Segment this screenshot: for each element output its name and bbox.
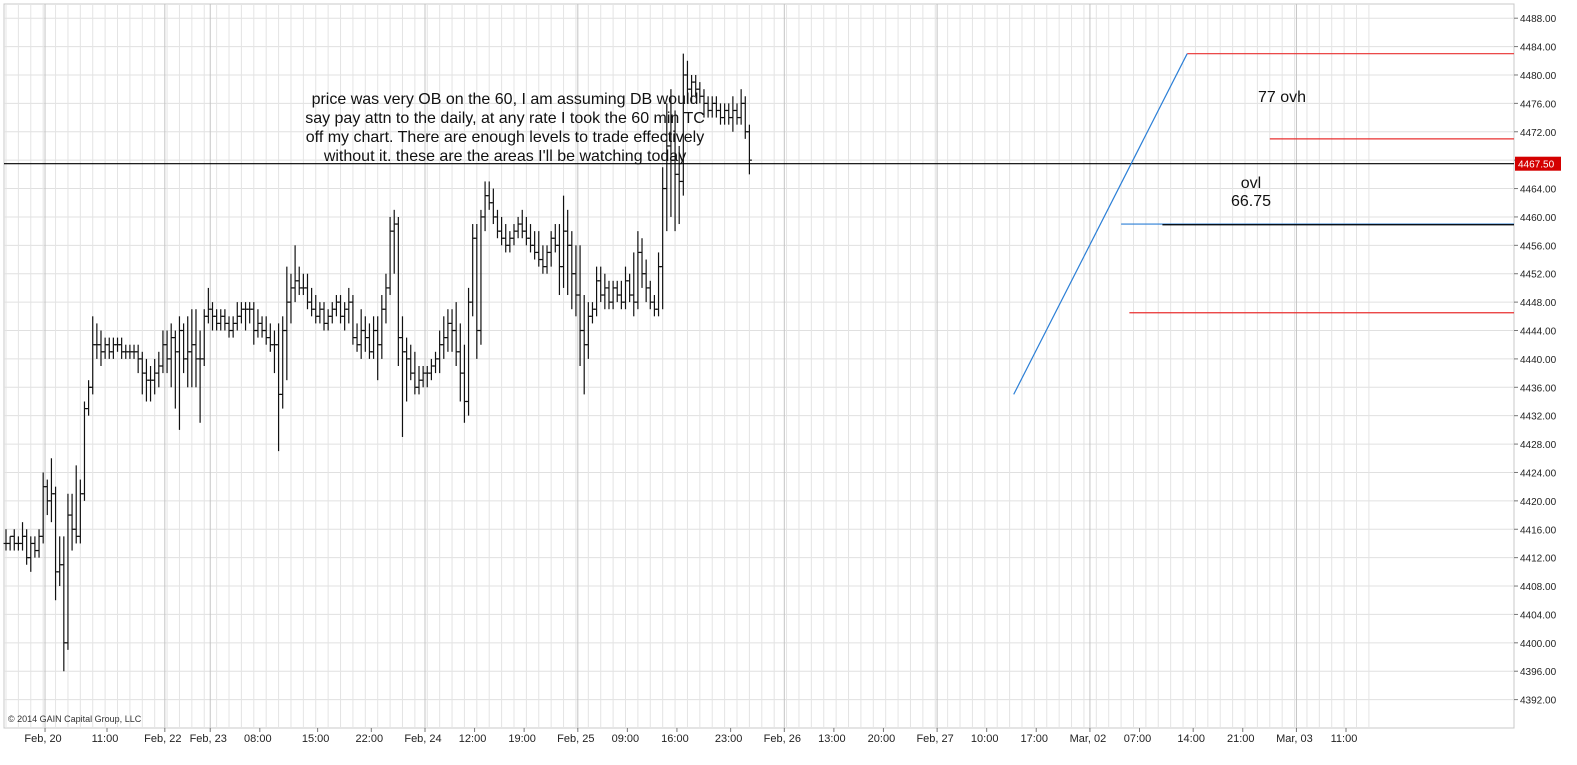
- x-tick-label: Feb, 24: [404, 733, 441, 745]
- annotation-line: say pay attn to the daily, at any rate I…: [305, 110, 705, 127]
- annotation-ovl: ovl 66.75: [1226, 175, 1276, 211]
- annotation-ovl-label: ovl: [1240, 175, 1262, 192]
- x-tick-label: Feb, 23: [190, 733, 227, 745]
- y-tick-label: 4392.00: [1520, 696, 1557, 707]
- x-tick-label: Feb, 20: [24, 733, 61, 745]
- y-tick-label: 4440.00: [1520, 355, 1557, 366]
- x-tick-label: 20:00: [868, 733, 896, 745]
- x-tick-label: 12:00: [459, 733, 487, 745]
- y-tick-label: 4460.00: [1520, 213, 1557, 224]
- current-price-label: 4467.50: [1518, 160, 1555, 171]
- y-tick-label: 4420.00: [1520, 497, 1557, 508]
- copyright-text: © 2014 GAIN Capital Group, LLC: [8, 714, 142, 724]
- ohlc-bar: [746, 124, 752, 175]
- x-tick-label: Feb, 25: [557, 733, 594, 745]
- y-tick-label: 4436.00: [1520, 383, 1557, 394]
- x-tick-label: Mar, 03: [1276, 733, 1313, 745]
- x-tick-label: 11:00: [92, 733, 119, 745]
- y-tick-label: 4452.00: [1520, 270, 1557, 281]
- y-tick-label: 4488.00: [1520, 14, 1557, 25]
- y-tick-label: 4428.00: [1520, 440, 1557, 451]
- y-tick-label: 4400.00: [1520, 639, 1557, 650]
- x-tick-label: 08:00: [244, 733, 272, 745]
- x-tick-label: Mar, 02: [1070, 733, 1107, 745]
- current-price-badge: [1515, 156, 1561, 171]
- y-tick-label: 4456.00: [1520, 241, 1557, 252]
- y-tick-label: 4416.00: [1520, 525, 1557, 536]
- x-tick-label: 17:00: [1020, 733, 1048, 745]
- x-tick-label: 13:00: [818, 733, 846, 745]
- x-tick-label: 22:00: [356, 733, 384, 745]
- y-tick-label: 4444.00: [1520, 327, 1557, 338]
- y-tick-label: 4464.00: [1520, 185, 1557, 196]
- x-tick-label: 10:00: [971, 733, 999, 745]
- annotation-line: without it. these are the areas I'll be …: [323, 148, 687, 165]
- annotation-ovh: 77 ovh: [1258, 89, 1307, 106]
- y-tick-label: 4476.00: [1520, 99, 1557, 110]
- x-tick-label: 14:00: [1177, 733, 1205, 745]
- y-tick-label: 4472.00: [1520, 128, 1557, 139]
- x-tick-label: 23:00: [715, 733, 743, 745]
- ohlc-series: [3, 53, 752, 672]
- x-tick-label: 07:00: [1124, 733, 1152, 745]
- y-tick-label: 4404.00: [1520, 610, 1557, 621]
- trendline: [1013, 53, 1188, 395]
- x-tick-label: 09:00: [612, 733, 640, 745]
- x-tick-label: Feb, 27: [916, 733, 953, 745]
- x-tick-label: 16:00: [661, 733, 689, 745]
- y-tick-label: 4432.00: [1520, 412, 1557, 423]
- x-tick-label: Feb, 22: [144, 733, 181, 745]
- y-tick-label: 4424.00: [1520, 468, 1557, 479]
- y-tick-label: 4484.00: [1520, 43, 1557, 54]
- y-tick-label: 4480.00: [1520, 71, 1557, 82]
- x-tick-label: 19:00: [508, 733, 536, 745]
- y-tick-label: 4396.00: [1520, 667, 1557, 678]
- annotation-line: off my chart. There are enough levels to…: [305, 129, 705, 146]
- y-tick-label: 4412.00: [1520, 554, 1557, 565]
- y-tick-label: 4448.00: [1520, 298, 1557, 309]
- y-tick-label: 4408.00: [1520, 582, 1557, 593]
- x-tick-label: Feb, 26: [764, 733, 801, 745]
- x-tick-label: 11:00: [1331, 733, 1358, 745]
- x-tick-label: 15:00: [302, 733, 330, 745]
- annotation-line: price was very OB on the 60, I am assumi…: [311, 91, 699, 108]
- annotation-ovl-value: 66.75: [1230, 193, 1272, 210]
- plot-area: [3, 3, 1515, 729]
- annotation-main-note: price was very OB on the 60, I am assumi…: [290, 90, 720, 166]
- x-tick-label: 21:00: [1227, 733, 1255, 745]
